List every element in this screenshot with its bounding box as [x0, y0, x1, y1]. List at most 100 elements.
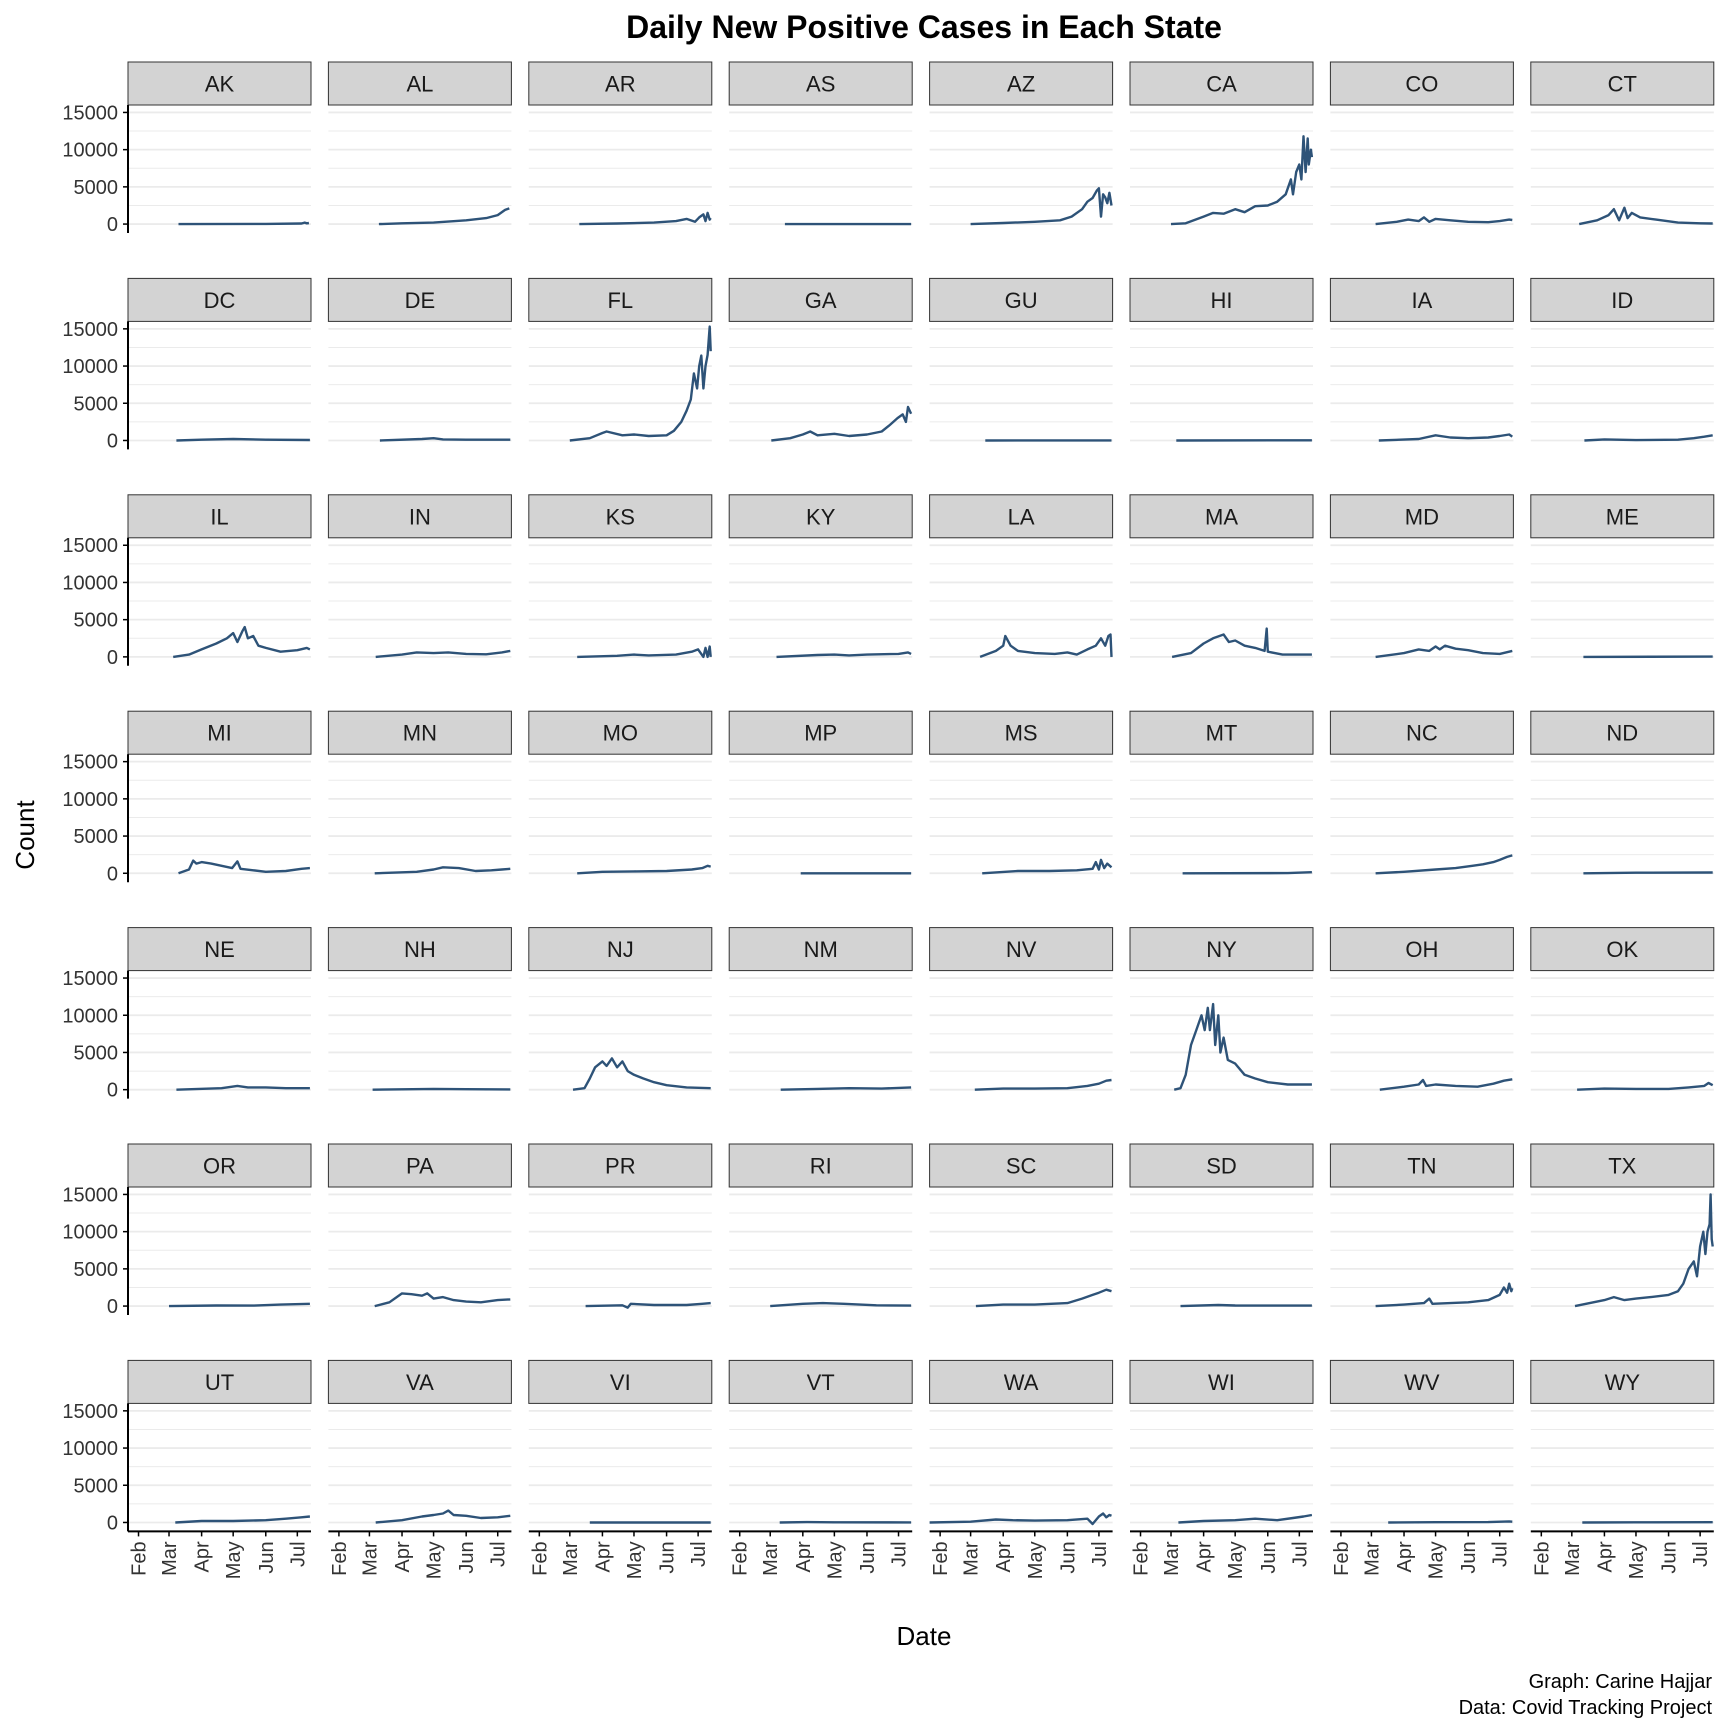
facet-label-AL: AL [406, 72, 433, 97]
x-tick-label: Jul [1289, 1541, 1311, 1567]
series-line-MS [982, 858, 1113, 875]
x-tick-label: Mar [1562, 1541, 1584, 1576]
facet-label-MI: MI [207, 721, 231, 746]
x-tick-label: Mar [560, 1541, 582, 1576]
y-tick-label: 0 [107, 647, 118, 669]
facet-strip-NM [728, 927, 913, 972]
facet-strip-AL [327, 61, 512, 106]
series-line-FL [569, 325, 712, 442]
facet-strip-ID [1530, 277, 1715, 322]
facet-strip-GA [728, 277, 913, 322]
series-line-NM [780, 1086, 912, 1091]
facet-strip-NY [1129, 927, 1314, 972]
x-tick-label: Apr [192, 1541, 214, 1572]
facet-label-LA: LA [1008, 504, 1035, 529]
facet-label-MD: MD [1405, 504, 1439, 529]
facet-strip-NE [127, 927, 312, 972]
facet-label-WA: WA [1004, 1370, 1039, 1395]
y-tick-label: 10000 [62, 572, 118, 594]
facet-strip-GU [929, 277, 1114, 322]
facet-strip-DC [127, 277, 312, 322]
x-tick-label: May [1225, 1541, 1247, 1579]
y-tick-label: 15000 [62, 1184, 118, 1206]
facet-strip-PR [528, 1143, 713, 1188]
facet-label-DE: DE [405, 288, 436, 313]
series-line-SC [975, 1288, 1112, 1308]
facet-label-AR: AR [605, 72, 636, 97]
y-tick-label: 15000 [62, 102, 118, 124]
series-line-SD [1180, 1303, 1312, 1308]
y-tick-label: 5000 [74, 826, 119, 848]
y-tick-label: 0 [107, 430, 118, 452]
facet-strip-RI [728, 1143, 913, 1188]
facet-strip-WA [929, 1359, 1114, 1404]
x-tick-label: Jun [1258, 1541, 1280, 1573]
series-line-UT [175, 1515, 311, 1524]
facet-strip-VA [327, 1359, 512, 1404]
facet-strip-VI [528, 1359, 713, 1404]
series-line-DE [379, 437, 511, 442]
facet-strip-WI [1129, 1359, 1314, 1404]
y-axis-title: Count [10, 800, 40, 870]
facet-grid: AK 0 5000 10000 15000 AL AR AS AZ CA CO CT DC 0 5000 10… [62, 61, 1715, 1579]
x-tick-label: Apr [1394, 1541, 1416, 1572]
y-tick-label: 5000 [74, 610, 119, 632]
y-tick-label: 15000 [62, 535, 118, 557]
facet-label-OH: OH [1405, 937, 1438, 962]
facet-label-FL: FL [607, 288, 633, 313]
facet-label-OK: OK [1606, 937, 1638, 962]
facet-strip-IN [327, 494, 512, 539]
x-tick-label: May [1626, 1541, 1648, 1579]
facet-label-IL: IL [210, 504, 228, 529]
facet-label-MO: MO [603, 721, 638, 746]
y-tick-label: 10000 [62, 1222, 118, 1244]
x-tick-label: Mar [1161, 1541, 1183, 1576]
x-tick-label: Mar [760, 1541, 782, 1576]
y-tick-label: 15000 [62, 319, 118, 341]
y-tick-label: 10000 [62, 1438, 118, 1460]
series-line-VA [375, 1509, 511, 1524]
series-line-DC [176, 437, 310, 442]
series-line-ND [1583, 871, 1713, 875]
facet-label-NJ: NJ [607, 937, 634, 962]
facet-label-CO: CO [1405, 72, 1438, 97]
facet-strip-TX [1530, 1143, 1715, 1188]
facet-label-WI: WI [1208, 1370, 1235, 1395]
x-tick-label: Feb [329, 1541, 351, 1575]
x-tick-label: May [223, 1541, 245, 1579]
x-tick-label: Jun [857, 1541, 879, 1573]
facet-label-HI: HI [1211, 288, 1233, 313]
facet-strip-WV [1329, 1359, 1514, 1404]
series-line-MN [374, 866, 511, 875]
series-line-CA [1170, 135, 1314, 226]
facet-label-ND: ND [1606, 721, 1638, 746]
facet-label-TX: TX [1608, 1154, 1636, 1179]
facet-strip-ND [1530, 710, 1715, 755]
facet-label-WV: WV [1404, 1370, 1440, 1395]
facet-strip-AS [728, 61, 913, 106]
facet-label-VA: VA [406, 1370, 434, 1395]
facet-strip-UT [127, 1359, 312, 1404]
facet-strip-FL [528, 277, 713, 322]
series-line-MA [1171, 627, 1312, 659]
facet-label-UT: UT [205, 1370, 234, 1395]
y-tick-label: 0 [107, 1080, 118, 1102]
facet-strip-NH [327, 927, 512, 972]
facet-label-AS: AS [806, 72, 835, 97]
x-tick-label: Feb [730, 1541, 752, 1575]
x-tick-label: May [624, 1541, 646, 1579]
facet-strip-SC [929, 1143, 1114, 1188]
facet-label-NV: NV [1006, 937, 1037, 962]
x-tick-label: May [824, 1541, 846, 1579]
facet-label-IA: IA [1412, 288, 1433, 313]
facet-strip-MD [1329, 494, 1514, 539]
facet-strip-MO [528, 710, 713, 755]
x-tick-label: May [424, 1541, 446, 1579]
x-tick-label: Feb [529, 1541, 551, 1575]
facet-label-ME: ME [1606, 504, 1639, 529]
y-tick-label: 15000 [62, 1401, 118, 1423]
facet-label-VT: VT [807, 1370, 835, 1395]
x-tick-label: May [1025, 1541, 1047, 1579]
y-tick-label: 10000 [62, 1005, 118, 1027]
